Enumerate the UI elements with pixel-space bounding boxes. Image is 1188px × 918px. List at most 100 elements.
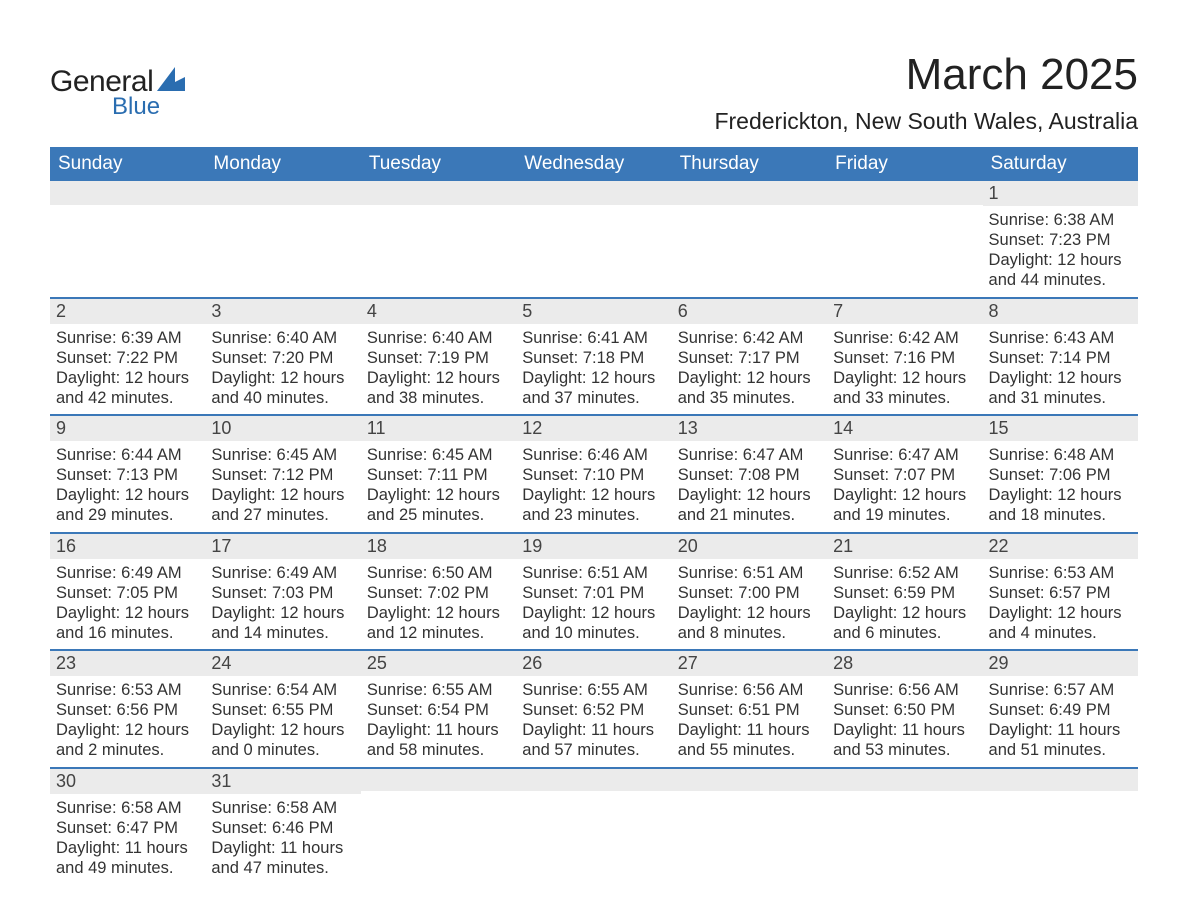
day-number: [205, 181, 360, 205]
calendar-day-cell: 2Sunrise: 6:39 AMSunset: 7:22 PMDaylight…: [50, 297, 205, 415]
day-number: [672, 181, 827, 205]
sunrise-text: Sunrise: 6:38 AM: [989, 210, 1132, 230]
location-text: Frederickton, New South Wales, Australia: [714, 108, 1138, 135]
day-number: [827, 181, 982, 205]
day-details: [672, 791, 827, 851]
day-number: 2: [50, 297, 205, 324]
day-number: 10: [205, 414, 360, 441]
calendar-day-cell: [205, 181, 360, 297]
day-number: 15: [983, 414, 1138, 441]
daylight-text: Daylight: 11 hours and 47 minutes.: [211, 838, 354, 878]
sunrise-text: Sunrise: 6:41 AM: [522, 328, 665, 348]
day-details: [516, 791, 671, 851]
calendar-day-cell: 26Sunrise: 6:55 AMSunset: 6:52 PMDayligh…: [516, 649, 671, 767]
weekday-header: Saturday: [983, 147, 1138, 181]
daylight-text: Daylight: 12 hours and 42 minutes.: [56, 368, 199, 408]
month-title: March 2025: [714, 50, 1138, 100]
calendar-day-cell: 6Sunrise: 6:42 AMSunset: 7:17 PMDaylight…: [672, 297, 827, 415]
sunset-text: Sunset: 7:08 PM: [678, 465, 821, 485]
daylight-text: Daylight: 12 hours and 6 minutes.: [833, 603, 976, 643]
sunrise-text: Sunrise: 6:53 AM: [56, 680, 199, 700]
sunrise-text: Sunrise: 6:40 AM: [367, 328, 510, 348]
day-details: [516, 205, 671, 295]
day-details: Sunrise: 6:55 AMSunset: 6:52 PMDaylight:…: [516, 676, 671, 767]
calendar-day-cell: 19Sunrise: 6:51 AMSunset: 7:01 PMDayligh…: [516, 532, 671, 650]
daylight-text: Daylight: 12 hours and 0 minutes.: [211, 720, 354, 760]
day-number: 16: [50, 532, 205, 559]
weekday-header: Monday: [205, 147, 360, 181]
sunrise-text: Sunrise: 6:39 AM: [56, 328, 199, 348]
calendar-day-cell: 17Sunrise: 6:49 AMSunset: 7:03 PMDayligh…: [205, 532, 360, 650]
daylight-text: Daylight: 11 hours and 53 minutes.: [833, 720, 976, 760]
sunset-text: Sunset: 7:16 PM: [833, 348, 976, 368]
day-details: Sunrise: 6:38 AMSunset: 7:23 PMDaylight:…: [983, 206, 1138, 297]
day-details: Sunrise: 6:39 AMSunset: 7:22 PMDaylight:…: [50, 324, 205, 415]
daylight-text: Daylight: 11 hours and 58 minutes.: [367, 720, 510, 760]
calendar-week-row: 2Sunrise: 6:39 AMSunset: 7:22 PMDaylight…: [50, 297, 1138, 415]
day-number: [516, 767, 671, 791]
calendar-day-cell: 16Sunrise: 6:49 AMSunset: 7:05 PMDayligh…: [50, 532, 205, 650]
brand-blue-text: Blue: [112, 93, 185, 121]
daylight-text: Daylight: 12 hours and 40 minutes.: [211, 368, 354, 408]
day-details: Sunrise: 6:49 AMSunset: 7:05 PMDaylight:…: [50, 559, 205, 650]
day-number: 22: [983, 532, 1138, 559]
calendar-day-cell: 30Sunrise: 6:58 AMSunset: 6:47 PMDayligh…: [50, 767, 205, 885]
sunset-text: Sunset: 6:47 PM: [56, 818, 199, 838]
brand-logo: General Blue: [50, 30, 185, 121]
day-number: [983, 767, 1138, 791]
sunset-text: Sunset: 6:57 PM: [989, 583, 1132, 603]
day-number: 18: [361, 532, 516, 559]
day-number: 6: [672, 297, 827, 324]
calendar-week-row: 16Sunrise: 6:49 AMSunset: 7:05 PMDayligh…: [50, 532, 1138, 650]
sunset-text: Sunset: 6:50 PM: [833, 700, 976, 720]
sunset-text: Sunset: 6:51 PM: [678, 700, 821, 720]
sunset-text: Sunset: 7:19 PM: [367, 348, 510, 368]
day-details: Sunrise: 6:58 AMSunset: 6:47 PMDaylight:…: [50, 794, 205, 885]
sunset-text: Sunset: 7:18 PM: [522, 348, 665, 368]
day-number: 21: [827, 532, 982, 559]
calendar-day-cell: 31Sunrise: 6:58 AMSunset: 6:46 PMDayligh…: [205, 767, 360, 885]
sunset-text: Sunset: 6:55 PM: [211, 700, 354, 720]
sunrise-text: Sunrise: 6:47 AM: [678, 445, 821, 465]
sunrise-text: Sunrise: 6:40 AM: [211, 328, 354, 348]
calendar-day-cell: 27Sunrise: 6:56 AMSunset: 6:51 PMDayligh…: [672, 649, 827, 767]
sunrise-text: Sunrise: 6:45 AM: [367, 445, 510, 465]
sunset-text: Sunset: 7:14 PM: [989, 348, 1132, 368]
sunset-text: Sunset: 7:07 PM: [833, 465, 976, 485]
calendar-week-row: 30Sunrise: 6:58 AMSunset: 6:47 PMDayligh…: [50, 767, 1138, 885]
sunrise-text: Sunrise: 6:56 AM: [833, 680, 976, 700]
calendar-day-cell: 25Sunrise: 6:55 AMSunset: 6:54 PMDayligh…: [361, 649, 516, 767]
sunset-text: Sunset: 7:10 PM: [522, 465, 665, 485]
day-number: 26: [516, 649, 671, 676]
day-details: Sunrise: 6:41 AMSunset: 7:18 PMDaylight:…: [516, 324, 671, 415]
sunset-text: Sunset: 6:46 PM: [211, 818, 354, 838]
sunrise-text: Sunrise: 6:58 AM: [56, 798, 199, 818]
daylight-text: Daylight: 12 hours and 33 minutes.: [833, 368, 976, 408]
daylight-text: Daylight: 12 hours and 14 minutes.: [211, 603, 354, 643]
day-details: [361, 791, 516, 851]
calendar-day-cell: 9Sunrise: 6:44 AMSunset: 7:13 PMDaylight…: [50, 414, 205, 532]
day-details: Sunrise: 6:56 AMSunset: 6:51 PMDaylight:…: [672, 676, 827, 767]
day-details: Sunrise: 6:51 AMSunset: 7:01 PMDaylight:…: [516, 559, 671, 650]
day-number: 25: [361, 649, 516, 676]
daylight-text: Daylight: 11 hours and 51 minutes.: [989, 720, 1132, 760]
daylight-text: Daylight: 12 hours and 23 minutes.: [522, 485, 665, 525]
daylight-text: Daylight: 12 hours and 44 minutes.: [989, 250, 1132, 290]
day-number: 7: [827, 297, 982, 324]
day-details: Sunrise: 6:50 AMSunset: 7:02 PMDaylight:…: [361, 559, 516, 650]
sunset-text: Sunset: 7:06 PM: [989, 465, 1132, 485]
weekday-header: Friday: [827, 147, 982, 181]
day-number: 24: [205, 649, 360, 676]
daylight-text: Daylight: 12 hours and 8 minutes.: [678, 603, 821, 643]
day-details: [50, 205, 205, 295]
sunset-text: Sunset: 7:05 PM: [56, 583, 199, 603]
day-details: Sunrise: 6:47 AMSunset: 7:08 PMDaylight:…: [672, 441, 827, 532]
day-details: Sunrise: 6:53 AMSunset: 6:57 PMDaylight:…: [983, 559, 1138, 650]
weekday-header: Wednesday: [516, 147, 671, 181]
daylight-text: Daylight: 12 hours and 25 minutes.: [367, 485, 510, 525]
calendar-day-cell: [50, 181, 205, 297]
sunrise-text: Sunrise: 6:45 AM: [211, 445, 354, 465]
day-number: [516, 181, 671, 205]
day-number: [361, 767, 516, 791]
weekday-header: Tuesday: [361, 147, 516, 181]
